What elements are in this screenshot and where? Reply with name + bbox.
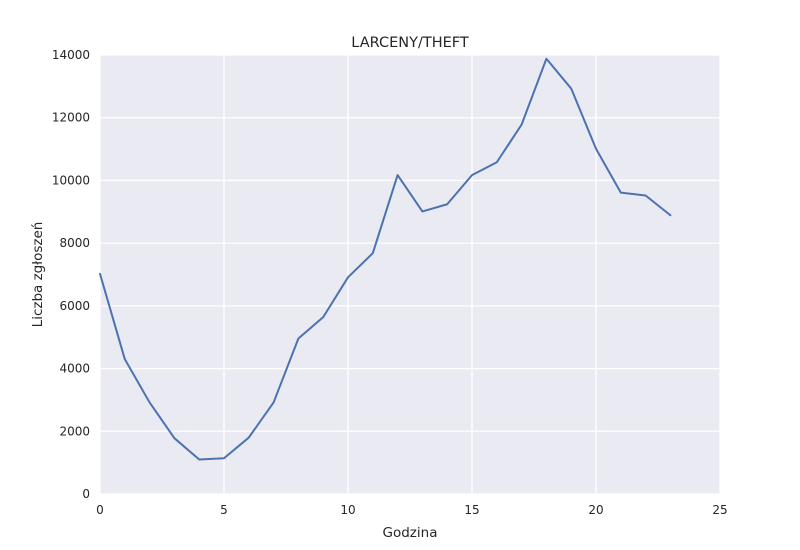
y-tick-label: 2000 bbox=[59, 424, 90, 438]
series-group bbox=[99, 57, 672, 461]
chart-title: LARCENY/THEFT bbox=[351, 35, 469, 51]
y-tick-label: 14000 bbox=[52, 48, 90, 62]
y-tick-label: 8000 bbox=[59, 236, 90, 250]
y-tick-label: 12000 bbox=[52, 111, 90, 125]
grid-lines bbox=[99, 54, 721, 495]
y-axis-label: Liczba zgłoszeń bbox=[30, 222, 46, 328]
x-tick-label: 25 bbox=[712, 503, 727, 517]
y-tick-label: 0 bbox=[82, 487, 90, 501]
y-tick-label: 10000 bbox=[52, 173, 90, 187]
x-tick-label: 0 bbox=[96, 503, 104, 517]
series-line-0 bbox=[99, 57, 672, 461]
x-axis-ticks: 0 5 10 15 20 25 bbox=[96, 503, 727, 517]
plot-area bbox=[100, 55, 720, 494]
x-tick-label: 5 bbox=[220, 503, 228, 517]
x-tick-label: 20 bbox=[588, 503, 603, 517]
x-tick-label: 10 bbox=[340, 503, 355, 517]
y-tick-label: 6000 bbox=[59, 299, 90, 313]
x-axis-label: Godzina bbox=[383, 525, 438, 541]
y-tick-label: 4000 bbox=[59, 362, 90, 376]
y-axis-ticks: 0 2000 4000 6000 8000 10000 12000 14000 bbox=[52, 48, 90, 501]
x-tick-label: 15 bbox=[464, 503, 479, 517]
